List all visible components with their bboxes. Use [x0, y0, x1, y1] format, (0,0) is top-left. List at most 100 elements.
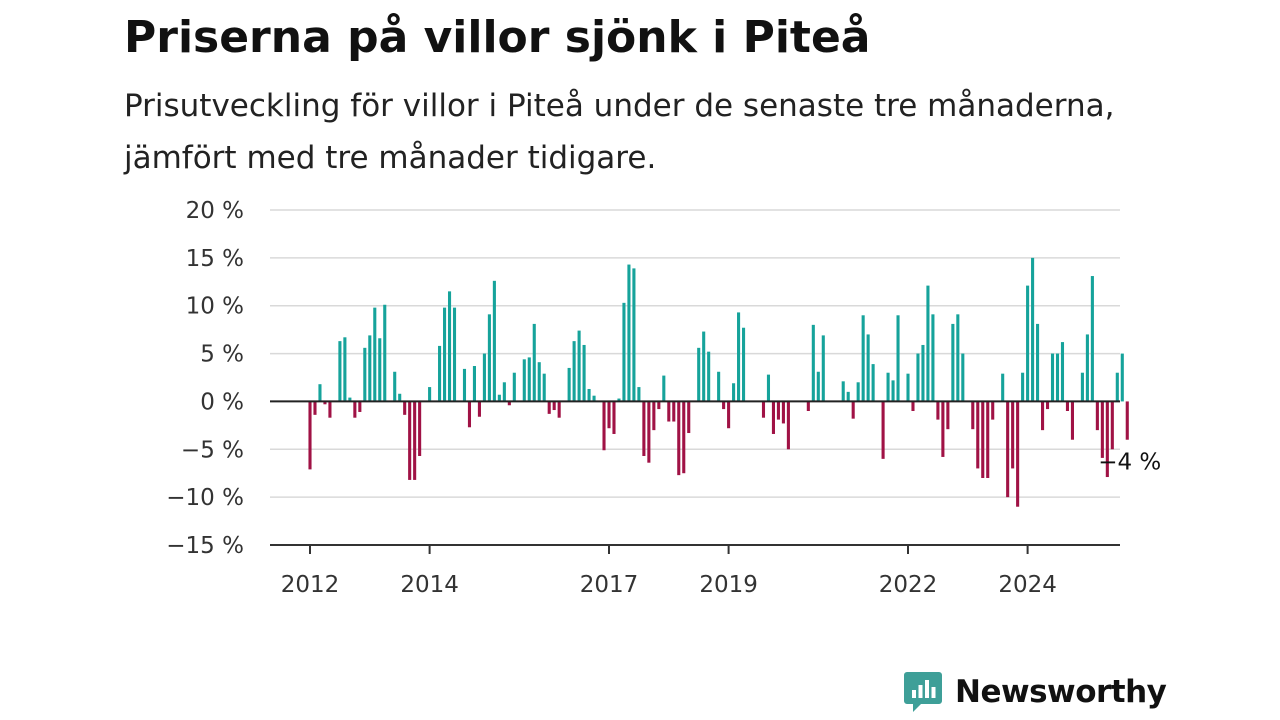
bar — [702, 331, 706, 402]
bar — [348, 397, 352, 402]
bar — [567, 367, 571, 402]
bar — [896, 315, 900, 402]
y-tick-label: 20 % — [186, 198, 244, 224]
bar — [627, 264, 631, 402]
bar — [881, 401, 885, 459]
gridlines — [270, 209, 1120, 498]
bar — [1120, 353, 1124, 402]
bar — [602, 401, 606, 451]
bar — [1115, 372, 1119, 402]
bar — [403, 401, 407, 415]
y-tick-label: 5 % — [200, 342, 244, 368]
bar — [652, 401, 656, 431]
bar — [547, 401, 551, 414]
bar — [687, 401, 691, 434]
bar — [906, 373, 910, 402]
y-tick-label: 15 % — [186, 246, 244, 272]
bar — [497, 394, 501, 402]
bar — [472, 366, 476, 402]
bar — [1095, 401, 1099, 431]
bar — [1031, 257, 1035, 402]
bar — [438, 345, 442, 402]
bar — [732, 383, 736, 402]
bar — [1100, 401, 1104, 458]
bar — [577, 330, 581, 402]
bar — [936, 401, 940, 420]
bar — [951, 323, 955, 402]
bar — [941, 401, 945, 457]
bar — [443, 307, 447, 402]
bar — [328, 401, 332, 418]
bar — [861, 315, 865, 402]
bar — [418, 401, 422, 456]
bar — [582, 344, 586, 402]
bar — [622, 302, 626, 402]
bar — [657, 401, 661, 410]
bar — [512, 372, 516, 402]
bar — [722, 401, 726, 410]
bar — [1050, 353, 1055, 402]
bar — [816, 371, 820, 402]
bar — [1045, 401, 1050, 410]
bar — [507, 401, 511, 406]
x-tick-label: 2012 — [281, 572, 340, 598]
bar — [786, 401, 790, 450]
y-tick-label: 10 % — [186, 294, 244, 320]
bar — [363, 347, 367, 402]
bar — [781, 401, 785, 424]
bar — [537, 362, 541, 402]
y-tick-label: 0 % — [200, 389, 244, 415]
chart-title: Priserna på villor sjönk i Piteå — [124, 12, 871, 63]
bar — [542, 373, 546, 402]
newsworthy-logo[interactable]: Newsworthy — [903, 670, 1167, 714]
bar — [806, 401, 810, 411]
bar — [891, 380, 895, 402]
x-tick-label: 2014 — [400, 572, 459, 598]
bar — [647, 401, 651, 463]
bar — [447, 291, 452, 402]
bar — [398, 393, 402, 402]
bar — [487, 314, 491, 402]
bar — [532, 323, 536, 402]
bar — [368, 335, 372, 402]
bar — [841, 381, 845, 402]
bar — [477, 401, 481, 417]
bar — [1016, 401, 1020, 507]
bar — [811, 324, 815, 402]
bar — [1070, 401, 1074, 440]
bar — [1006, 401, 1010, 498]
x-tick-label: 2019 — [699, 572, 758, 598]
x-tick-label: 2017 — [580, 572, 639, 598]
bar — [971, 401, 975, 430]
bar — [492, 280, 496, 402]
bar — [886, 372, 890, 402]
bar — [956, 314, 960, 402]
bar — [428, 387, 432, 402]
bar — [981, 401, 985, 478]
bar — [727, 401, 731, 429]
bar — [707, 351, 711, 402]
bar — [467, 401, 472, 428]
y-tick-label: −5 % — [181, 437, 244, 463]
bar — [1021, 372, 1025, 402]
bar — [587, 388, 591, 402]
bar — [742, 327, 746, 402]
bar — [931, 314, 935, 402]
bar — [612, 401, 616, 434]
bar — [413, 401, 417, 480]
bar — [353, 401, 357, 418]
bar-chart-speech-bubble-icon — [904, 672, 942, 712]
bar — [717, 371, 721, 402]
bar — [308, 401, 312, 470]
x-tick-label: 2024 — [998, 572, 1057, 598]
chart-subtitle: Prisutveckling för villor i Piteå under … — [124, 88, 1115, 176]
bar — [1036, 323, 1040, 402]
bar — [1105, 401, 1109, 478]
bar — [672, 401, 676, 422]
bar — [552, 401, 556, 411]
bar — [856, 382, 860, 402]
bar — [761, 401, 766, 418]
bar — [572, 341, 576, 402]
bar — [866, 334, 870, 402]
